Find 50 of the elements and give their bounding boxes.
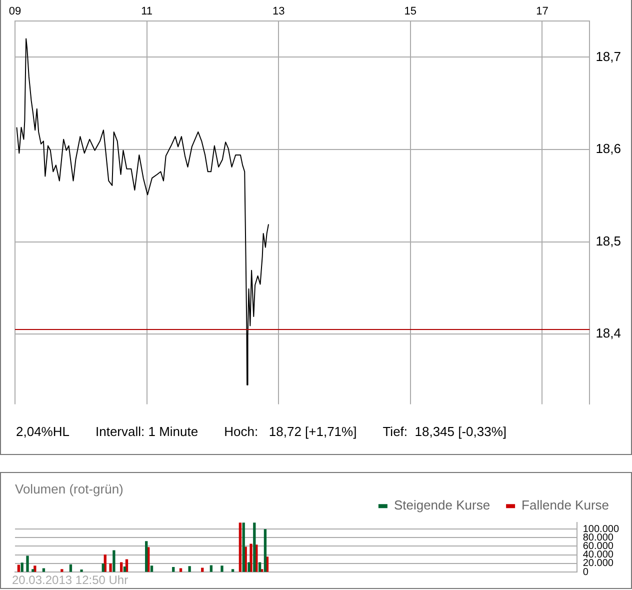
bar xyxy=(258,562,262,572)
y-tick-label: 18,4 xyxy=(596,326,622,341)
y-tick-label: 0 xyxy=(582,566,589,578)
bar xyxy=(250,544,252,572)
bar xyxy=(238,522,242,572)
bar xyxy=(109,564,112,572)
y-tick-label: 80.000 xyxy=(582,532,614,544)
legend-label: Fallende Kurse xyxy=(522,498,610,513)
bar xyxy=(102,564,104,572)
y-tick-label: 20.000 xyxy=(582,558,614,570)
bar xyxy=(60,569,64,572)
y-tick-label: 18,5 xyxy=(596,233,622,248)
bar xyxy=(42,568,46,572)
bar xyxy=(201,568,204,572)
text: 20.03.2013 12:50 Uhr xyxy=(12,573,128,587)
text: 2,04%HL xyxy=(16,424,70,439)
bar xyxy=(145,541,148,572)
bar xyxy=(253,522,256,572)
text: Intervall: 1 Minute xyxy=(95,424,198,439)
bar xyxy=(179,568,182,572)
bar xyxy=(248,562,250,572)
bar xyxy=(264,529,267,572)
chart-title: Volumen (rot-grün) xyxy=(15,481,124,496)
bar xyxy=(20,562,24,572)
bar xyxy=(242,522,245,572)
bar xyxy=(112,550,116,572)
bar xyxy=(17,564,20,572)
y-tick-label: 18,6 xyxy=(596,141,622,156)
legend-label: Steigende Kurse xyxy=(394,498,490,513)
y-tick-label: 60.000 xyxy=(582,540,614,552)
text: Tief: 18,345 [-0,33%] xyxy=(382,424,507,439)
bar xyxy=(120,562,123,572)
bar xyxy=(231,569,234,572)
bar xyxy=(188,566,191,572)
bar xyxy=(123,566,126,572)
x-tick-label: 09 xyxy=(8,6,22,18)
bar xyxy=(32,569,34,572)
bar xyxy=(26,556,29,572)
x-tick-label: 17 xyxy=(536,6,548,18)
bar xyxy=(172,566,175,572)
bar xyxy=(150,566,154,572)
text: Hoch: 18,72 [+1,71%] xyxy=(224,424,357,439)
x-tick-label: 13 xyxy=(272,6,285,18)
x-tick-label: 11 xyxy=(141,6,153,18)
bar xyxy=(220,566,224,572)
bar xyxy=(69,564,72,572)
y-tick-label: 100.000 xyxy=(582,524,620,535)
x-tick-label: 15 xyxy=(404,6,417,18)
bar xyxy=(210,565,213,572)
y-tick-label: 18,7 xyxy=(596,48,622,64)
